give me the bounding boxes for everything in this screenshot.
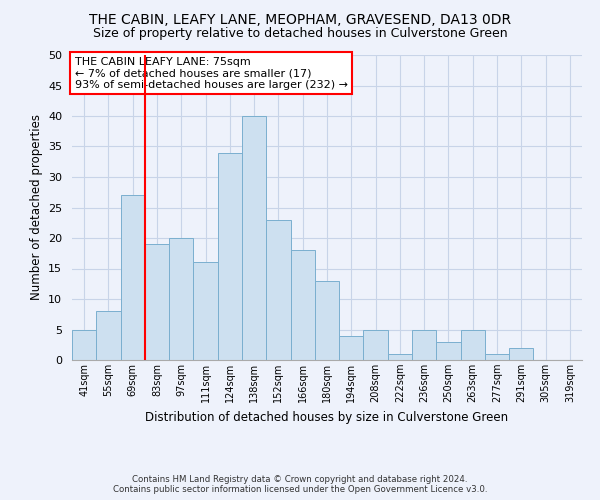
Bar (121, 196, 145, 360)
Bar (96, 311, 121, 360)
Y-axis label: Number of detached properties: Number of detached properties (29, 114, 43, 300)
Text: Contains HM Land Registry data © Crown copyright and database right 2024.
Contai: Contains HM Land Registry data © Crown c… (113, 474, 487, 494)
Bar (315, 280, 339, 360)
Bar (169, 238, 193, 360)
Text: Size of property relative to detached houses in Culverstone Green: Size of property relative to detached ho… (92, 28, 508, 40)
Bar (72, 330, 96, 360)
Bar (461, 330, 485, 360)
Bar (485, 354, 509, 360)
Bar (242, 116, 266, 360)
Bar (145, 244, 169, 360)
X-axis label: Distribution of detached houses by size in Culverstone Green: Distribution of detached houses by size … (145, 410, 509, 424)
Bar (290, 250, 315, 360)
Bar (364, 330, 388, 360)
Bar (436, 342, 461, 360)
Bar (193, 262, 218, 360)
Text: THE CABIN, LEAFY LANE, MEOPHAM, GRAVESEND, DA13 0DR: THE CABIN, LEAFY LANE, MEOPHAM, GRAVESEN… (89, 12, 511, 26)
Bar (388, 354, 412, 360)
Bar (509, 348, 533, 360)
Bar (339, 336, 364, 360)
Bar (266, 220, 290, 360)
Bar (412, 330, 436, 360)
Text: THE CABIN LEAFY LANE: 75sqm
← 7% of detached houses are smaller (17)
93% of semi: THE CABIN LEAFY LANE: 75sqm ← 7% of deta… (74, 56, 347, 90)
Bar (218, 152, 242, 360)
